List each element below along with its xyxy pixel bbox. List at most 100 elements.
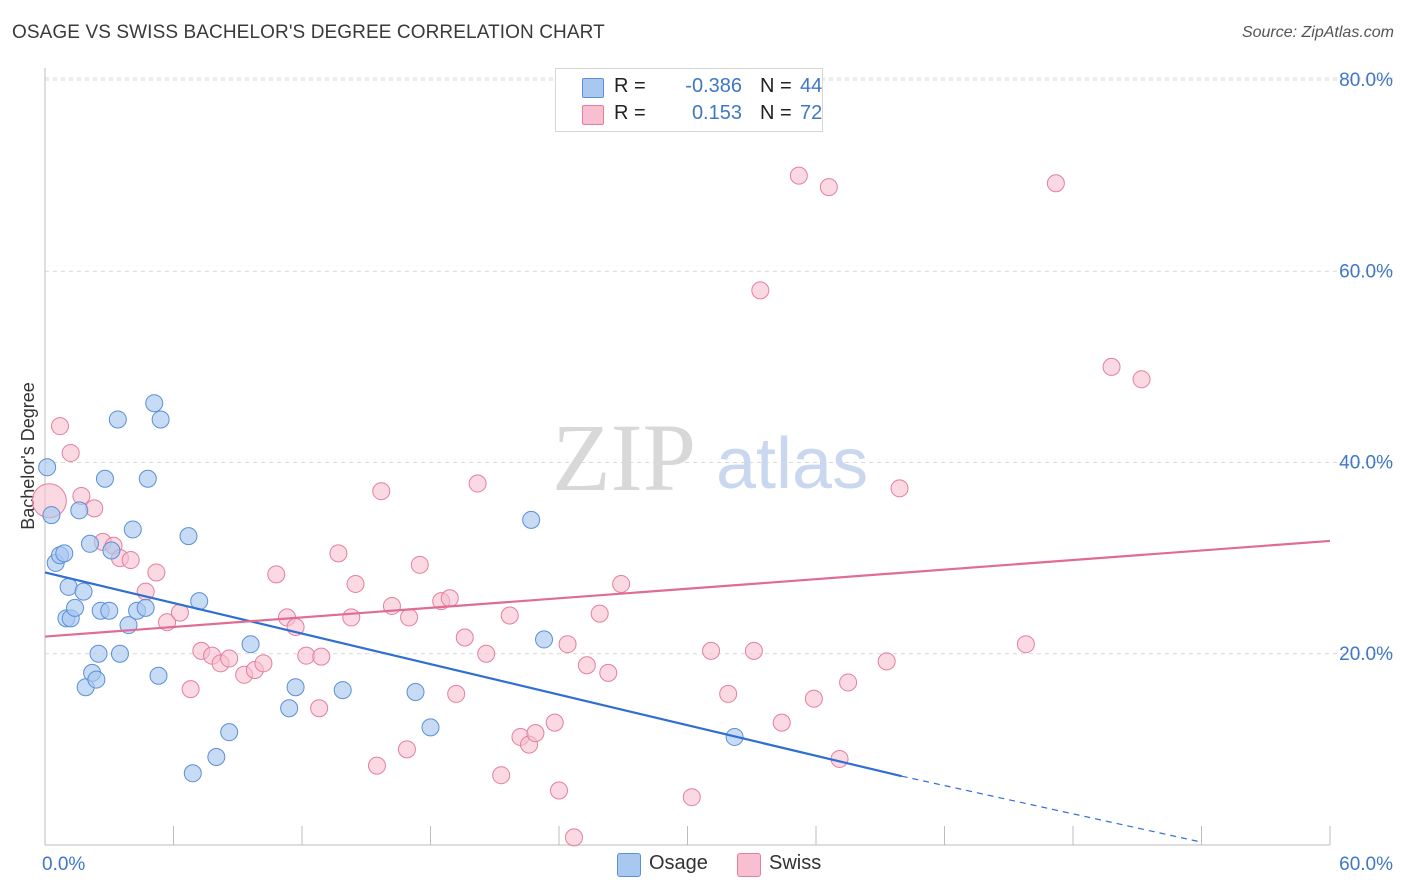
series-legend: Osage Swiss [0,852,1406,878]
n-value: 44 [800,75,823,97]
swiss-point [890,479,909,498]
swiss-point [267,565,286,584]
swiss-point [410,555,429,574]
swiss-point [492,766,511,785]
osage-points [38,394,744,783]
swiss-point [447,684,466,703]
swiss-point [682,788,701,807]
watermark: ZIP atlas [552,404,868,511]
swiss-point [329,544,348,563]
trend-lines [44,539,1331,843]
osage-point [151,410,170,429]
osage-point [138,469,157,488]
swiss-point [254,654,273,673]
osage-point [38,458,57,477]
osage-swatch [582,78,604,98]
chart-title: OSAGE VS SWISS BACHELOR'S DEGREE CORRELA… [12,22,605,43]
osage-point [333,681,352,700]
swiss-point [477,644,496,663]
osage-point [421,718,440,737]
osage-point [149,666,168,685]
n-value: 72 [800,102,823,124]
osage-trend-line [44,571,902,778]
swiss-point [367,756,386,775]
watermark-atlas: atlas [716,424,868,504]
swiss-point [719,684,738,703]
swiss-point [819,178,838,197]
osage-point [100,601,119,620]
swiss-point [85,499,104,518]
swiss-point [804,689,823,708]
swiss-point [877,652,896,671]
osage-point [123,520,142,539]
osage-point [535,630,554,649]
swiss-point [468,474,487,493]
swiss-point [702,641,721,660]
osage-point [241,635,260,654]
r-label: R = [614,102,646,124]
swiss-point [558,635,577,654]
swiss-point [400,608,419,627]
swiss-point [545,713,564,732]
osage-point [74,582,93,601]
osage-point [87,670,106,689]
osage-point [89,644,108,663]
swiss-point [61,443,80,462]
swiss-trend-line [44,539,1331,638]
swiss-point [372,482,391,501]
y-tick-label: 40.0% [1339,453,1393,474]
swiss-point [751,281,770,300]
osage-point [522,510,541,529]
swiss-point [839,673,858,692]
swiss-point [455,628,474,647]
n-label: N = [760,75,792,97]
osage-point [70,501,89,520]
swiss-point [440,589,459,608]
osage-point [55,544,74,563]
swiss-point [297,646,316,665]
swiss-point [346,574,365,593]
osage-point [183,764,202,783]
osage-point [179,527,198,546]
swiss-point [397,740,416,759]
swiss-point [500,606,519,625]
osage-point [286,678,305,697]
swiss-points [31,166,1151,847]
swiss-point [1132,370,1151,389]
r-value: 0.153 [691,102,742,124]
y-axis-label: Bachelor's Degree [18,382,38,530]
grid-lines [45,77,1395,655]
legend-label-swiss: Swiss [769,852,822,874]
osage-point [207,748,226,767]
swiss-point [1102,357,1121,376]
osage-point [108,410,127,429]
swiss-point [147,563,166,582]
osage-point [110,644,129,663]
swiss-point [310,699,329,718]
osage-point [280,699,299,718]
osage-point [80,534,99,553]
correlation-legend: R = -0.386 N = 44 R = 0.153 N = 72 [555,68,823,132]
y-tick-label: 60.0% [1339,261,1393,282]
swiss-point [50,417,69,436]
y-tick-labels: 20.0% 40.0% 60.0% 80.0% [1339,70,1393,665]
swiss-point [577,656,596,675]
axes [44,68,1331,846]
osage-trend-extension [901,775,1202,843]
osage-point [59,577,78,596]
swiss-point [526,724,545,743]
osage-point [145,394,164,413]
swiss-point [772,713,791,732]
osage-point [136,598,155,617]
swiss-point [612,574,631,593]
swiss-point [1046,174,1065,193]
swiss-swatch [737,853,761,877]
swiss-point [181,680,200,699]
x-tick-label: 60.0% [1339,854,1393,875]
swiss-point [564,828,583,847]
swiss-point [312,647,331,666]
swiss-point [789,166,808,185]
y-tick-label: 20.0% [1339,644,1393,665]
legend-label-osage: Osage [649,852,708,874]
